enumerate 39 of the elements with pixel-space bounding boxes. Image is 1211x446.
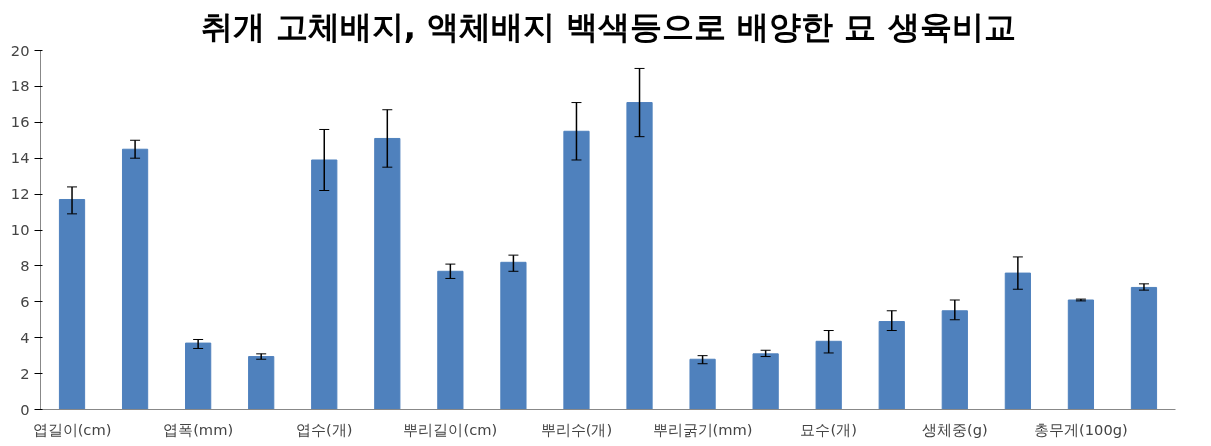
x-tick-label: 엽폭(mm) — [163, 420, 234, 438]
x-tick-label: 뿌리길이(cm) — [403, 420, 498, 438]
chart-title: 취개 고체배지, 액체배지 백색등으로 배양한 묘 생육비교 — [200, 7, 1016, 46]
y-tick-label: 16 — [10, 113, 30, 131]
bar — [248, 356, 275, 410]
bar — [878, 321, 905, 410]
bar — [185, 342, 212, 410]
bar — [1130, 286, 1158, 410]
y-tick-label: 18 — [10, 77, 30, 95]
y-tick-label: 12 — [10, 185, 30, 203]
x-tick-label: 엽길이(cm) — [32, 420, 112, 438]
x-tick-label: 뿌리굵기(mm) — [652, 420, 753, 438]
bar — [311, 159, 338, 410]
bar — [121, 148, 149, 410]
bar — [563, 130, 590, 410]
y-tick-label: 4 — [20, 328, 30, 346]
x-tick-label: 생체중(g) — [921, 420, 988, 438]
y-tick-label: 8 — [20, 256, 30, 274]
y-tick-label: 2 — [20, 364, 30, 382]
y-tick-label: 10 — [10, 221, 30, 238]
bar — [941, 310, 968, 410]
x-tick-label: 묘수(개) — [800, 420, 857, 438]
y-tick-label: 14 — [10, 149, 30, 167]
bar — [1067, 299, 1095, 410]
x-tick-label: 뿌리수(개) — [540, 420, 613, 438]
y-tick-label: 20 — [10, 41, 30, 59]
y-tick-label: 6 — [20, 292, 30, 310]
x-tick-label: 총무게(100g) — [1034, 420, 1128, 438]
bar — [626, 102, 653, 410]
bar — [689, 358, 716, 410]
bar — [1004, 272, 1031, 410]
bar — [58, 198, 86, 410]
bar — [752, 353, 779, 410]
bar — [500, 261, 527, 410]
y-tick-label: 0 — [20, 400, 30, 418]
bar — [815, 340, 842, 410]
bar — [374, 137, 401, 410]
x-tick-label: 엽수(개) — [296, 420, 353, 438]
bar — [437, 270, 464, 410]
